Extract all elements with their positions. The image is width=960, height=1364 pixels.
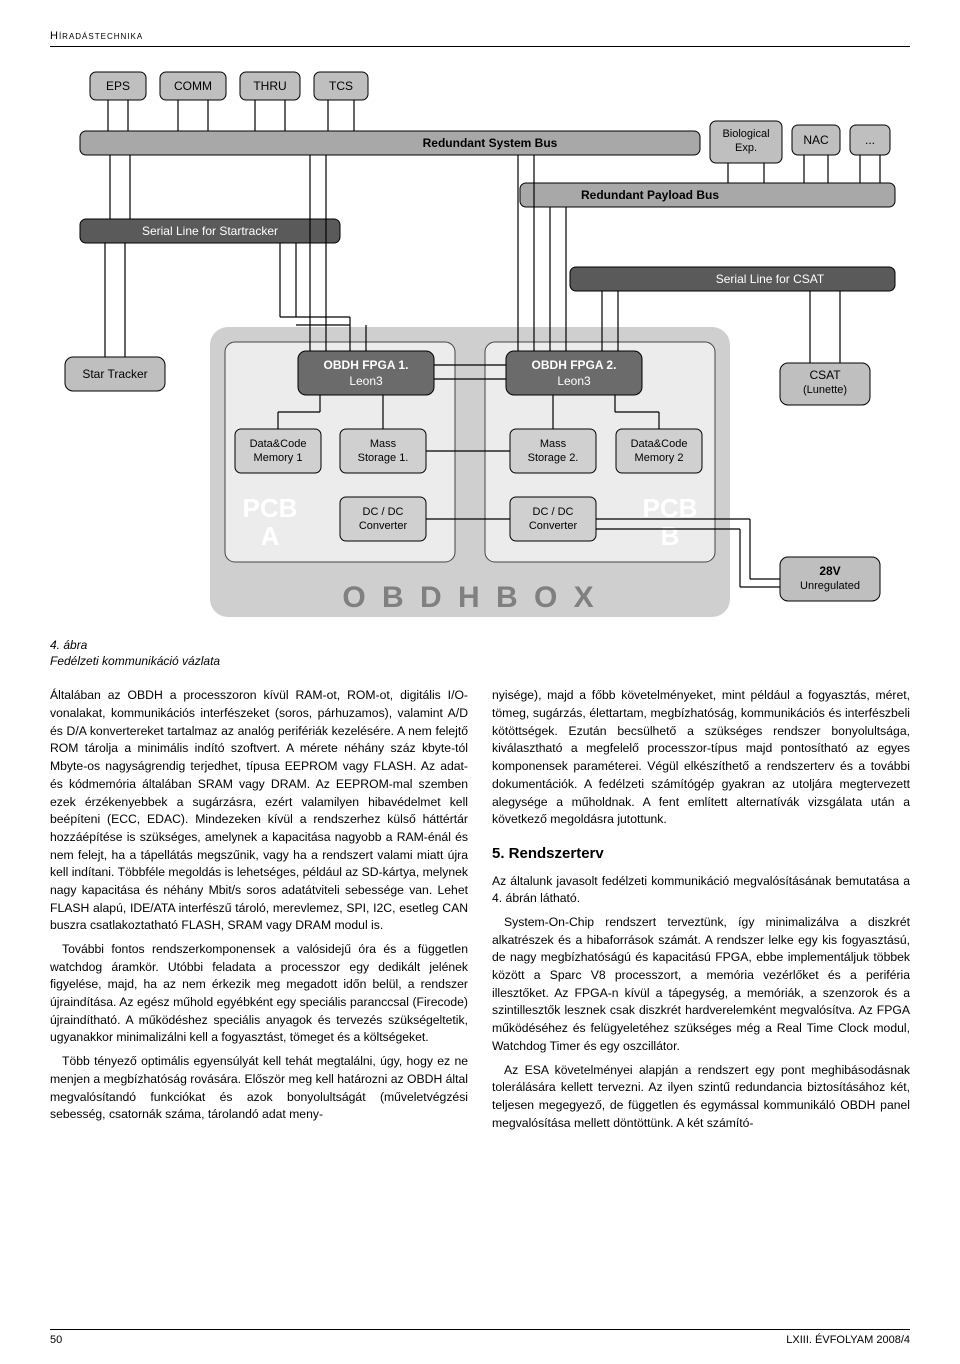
system-bus	[80, 131, 700, 155]
figure-4-caption: 4. ábra Fedélzeti kommunikáció vázlata	[50, 637, 910, 669]
svg-text:Data&Code: Data&Code	[631, 438, 688, 450]
mass1	[340, 429, 426, 473]
svg-text:Storage 2.: Storage 2.	[528, 452, 579, 464]
para-2: További fontos rendszerkomponensek a val…	[50, 941, 468, 1047]
svg-text:Storage 1.: Storage 1.	[358, 452, 409, 464]
svg-text:A: A	[261, 521, 280, 551]
mass2	[510, 429, 596, 473]
svg-text:Converter: Converter	[359, 520, 408, 532]
svg-text:Memory 2: Memory 2	[635, 452, 684, 464]
comm-label: COMM	[174, 79, 212, 93]
svg-text:Unregulated: Unregulated	[800, 580, 860, 592]
svg-text:NAC: NAC	[803, 133, 829, 147]
svg-text:Exp.: Exp.	[735, 142, 757, 154]
tcs-label: TCS	[329, 79, 353, 93]
svg-text:OBDH FPGA 1.: OBDH FPGA 1.	[324, 358, 409, 372]
para-7: Az ESA követelményei alapján a rendszert…	[492, 1062, 910, 1133]
svg-text:Memory 1: Memory 1	[254, 452, 303, 464]
body-columns: Általában az OBDH a processzoron kívül R…	[50, 687, 910, 1134]
payload-bus-label: Redundant Payload Bus	[581, 188, 719, 202]
top-wires	[108, 100, 354, 131]
thru-label: THRU	[253, 79, 286, 93]
section-5-heading: 5. Rendszerterv	[492, 843, 910, 865]
svg-text:...: ...	[865, 133, 875, 147]
svg-text:28V: 28V	[819, 564, 840, 578]
top-modules: EPS COMM THRU TCS	[90, 72, 368, 100]
issue-info: LXIII. ÉVFOLYAM 2008/4	[786, 1334, 910, 1346]
svg-text:(Lunette): (Lunette)	[803, 384, 847, 396]
eps-label: EPS	[106, 79, 130, 93]
para-6: System-On-Chip rendszert terveztünk, így…	[492, 914, 910, 1056]
para-4: nyisége), majd a főbb követelményeket, m…	[492, 687, 910, 829]
svg-text:Mass: Mass	[540, 438, 567, 450]
svg-text:DC / DC: DC / DC	[533, 506, 574, 518]
svg-text:Serial Line for CSAT: Serial Line for CSAT	[716, 272, 825, 286]
para-1: Általában az OBDH a processzoron kívül R…	[50, 687, 468, 935]
running-head: Híradástechnika	[50, 30, 910, 47]
svg-text:Star Tracker: Star Tracker	[82, 367, 147, 381]
svg-text:Leon3: Leon3	[557, 374, 591, 388]
svg-text:OBDH FPGA 2.: OBDH FPGA 2.	[532, 358, 617, 372]
svg-text:Leon3: Leon3	[349, 374, 383, 388]
svg-text:Biological: Biological	[722, 128, 769, 140]
para-5: Az általunk javasolt fedélzeti kommuniká…	[492, 873, 910, 908]
page-number: 50	[50, 1334, 62, 1346]
para-3: Több tényező optimális egyensúlyát kell …	[50, 1053, 468, 1124]
svg-text:Converter: Converter	[529, 520, 578, 532]
svg-text:CSAT: CSAT	[809, 368, 841, 382]
data-mem2	[616, 429, 702, 473]
svg-text:PCB: PCB	[243, 493, 298, 523]
figure-4-diagram: EPS COMM THRU TCS Redundant System Bus B…	[50, 67, 910, 627]
caption-number: 4. ábra	[50, 638, 87, 652]
page-footer: 50 LXIII. ÉVFOLYAM 2008/4	[50, 1329, 910, 1346]
data-mem1	[235, 429, 321, 473]
system-bus-label: Redundant System Bus	[423, 136, 558, 150]
svg-text:Data&Code: Data&Code	[250, 438, 307, 450]
svg-text:Mass: Mass	[370, 438, 397, 450]
svg-text:B: B	[661, 521, 680, 551]
dcdc-a	[340, 497, 426, 541]
svg-text:DC / DC: DC / DC	[363, 506, 404, 518]
obdh-box-label: O B D H B O X	[342, 581, 597, 614]
dcdc-b	[510, 497, 596, 541]
svg-text:Serial Line for Startracker: Serial Line for Startracker	[142, 224, 278, 238]
caption-text: Fedélzeti kommunikáció vázlata	[50, 654, 220, 668]
